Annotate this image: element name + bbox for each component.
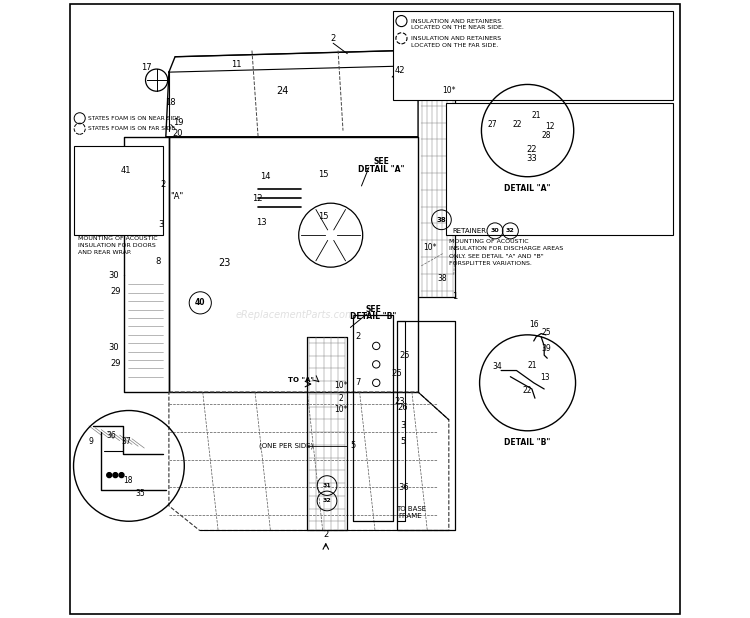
Text: 19: 19	[173, 118, 184, 127]
Text: 42: 42	[394, 66, 405, 75]
Circle shape	[113, 473, 118, 478]
Text: 5: 5	[400, 437, 406, 446]
Text: 2: 2	[323, 530, 328, 540]
Text: 35: 35	[135, 489, 145, 498]
Text: 2: 2	[160, 180, 165, 189]
Text: 5: 5	[350, 441, 355, 450]
Text: "A": "A"	[170, 192, 184, 201]
Text: STATES FOAM IS ON FAR SIDE: STATES FOAM IS ON FAR SIDE	[88, 126, 176, 131]
Text: 30: 30	[108, 271, 118, 280]
Text: 23: 23	[218, 258, 230, 268]
Text: INSULATION FOR DOORS: INSULATION FOR DOORS	[79, 243, 156, 248]
Text: 9: 9	[88, 437, 93, 446]
Text: 11: 11	[231, 61, 242, 69]
Text: DETAIL "B": DETAIL "B"	[350, 313, 396, 321]
Text: 37: 37	[121, 437, 130, 446]
Text: 25: 25	[542, 328, 550, 337]
Text: DETAIL "A": DETAIL "A"	[358, 165, 404, 174]
Text: 29: 29	[110, 358, 121, 368]
Text: SEE: SEE	[374, 157, 389, 166]
Text: 21: 21	[532, 111, 541, 120]
Text: 13: 13	[256, 218, 266, 227]
Text: 21: 21	[527, 361, 537, 370]
Text: TO "A": TO "A"	[288, 377, 314, 383]
Text: 28: 28	[542, 131, 550, 140]
Bar	[74, 146, 163, 235]
Text: 24: 24	[277, 86, 289, 96]
Text: 7: 7	[355, 378, 361, 387]
Text: 10*: 10*	[334, 405, 348, 414]
Circle shape	[119, 473, 124, 478]
Text: 2: 2	[339, 394, 344, 403]
Text: 34: 34	[492, 362, 502, 371]
Text: 41: 41	[121, 166, 131, 175]
Text: 22: 22	[523, 386, 532, 395]
Text: FRAME: FRAME	[399, 514, 422, 519]
Text: LOCATED ON THE FAR SIDE.: LOCATED ON THE FAR SIDE.	[411, 43, 498, 48]
Text: MOUNTING OF ACOUSTIC: MOUNTING OF ACOUSTIC	[448, 239, 529, 244]
Text: 23: 23	[394, 397, 405, 406]
Text: 3: 3	[158, 220, 164, 229]
Text: 1: 1	[452, 292, 458, 301]
Text: LOCATED ON THE NEAR SIDE.: LOCATED ON THE NEAR SIDE.	[411, 25, 503, 30]
Text: 18: 18	[123, 475, 133, 485]
Text: 2: 2	[356, 332, 361, 341]
Text: 20: 20	[173, 129, 184, 138]
Text: 22: 22	[526, 145, 537, 153]
Text: INSULATION FOR DISCHARGE AREAS: INSULATION FOR DISCHARGE AREAS	[448, 246, 563, 251]
Text: 30: 30	[108, 343, 118, 352]
Text: RETAINER: RETAINER	[452, 228, 486, 234]
Text: 16: 16	[529, 320, 538, 329]
Text: 31: 31	[322, 483, 332, 488]
Bar	[446, 103, 674, 235]
Text: 38: 38	[436, 217, 446, 223]
Text: 29: 29	[110, 287, 121, 296]
Circle shape	[106, 473, 112, 478]
Text: 40: 40	[195, 298, 206, 307]
Text: 36: 36	[106, 431, 116, 439]
Text: 12: 12	[545, 122, 555, 131]
Text: eReplacementParts.com: eReplacementParts.com	[236, 310, 355, 320]
Text: FORSPLITTER VARIATIONS.: FORSPLITTER VARIATIONS.	[448, 261, 532, 266]
Text: 36: 36	[398, 483, 409, 492]
Text: DETAIL "B": DETAIL "B"	[505, 438, 550, 447]
Text: 26: 26	[392, 369, 402, 378]
Text: SEE: SEE	[365, 305, 381, 313]
Text: AND REAR WRAP.: AND REAR WRAP.	[79, 250, 132, 255]
Text: 32: 32	[322, 499, 332, 504]
Text: 3: 3	[400, 421, 405, 430]
Bar	[394, 11, 674, 100]
Text: ONLY. SEE DETAIL "A" AND "B": ONLY. SEE DETAIL "A" AND "B"	[448, 253, 544, 258]
Text: 33: 33	[526, 154, 537, 163]
Text: 15: 15	[318, 212, 328, 221]
Text: 8: 8	[156, 256, 161, 266]
Text: 39: 39	[542, 344, 551, 353]
Text: 38: 38	[438, 274, 448, 283]
FancyBboxPatch shape	[70, 4, 680, 614]
Text: 18: 18	[166, 98, 176, 108]
Text: 13: 13	[541, 373, 550, 383]
Text: 14: 14	[260, 172, 271, 181]
Text: STATES FOAM IS ON NEAR SIDE: STATES FOAM IS ON NEAR SIDE	[88, 116, 181, 121]
Text: 32: 32	[506, 229, 515, 234]
Text: 26: 26	[398, 403, 408, 412]
Text: INSULATION AND RETAINERS: INSULATION AND RETAINERS	[411, 19, 501, 23]
Text: MOUNTING OF ACOUSTIC: MOUNTING OF ACOUSTIC	[79, 237, 158, 242]
Text: 15: 15	[318, 171, 328, 179]
Text: 17: 17	[141, 62, 152, 72]
Text: 25: 25	[399, 350, 410, 360]
Text: 10*: 10*	[442, 86, 455, 95]
Text: DETAIL "A": DETAIL "A"	[504, 184, 550, 193]
Text: (ONE PER SIDE): (ONE PER SIDE)	[259, 442, 313, 449]
Text: 12: 12	[252, 194, 262, 203]
Text: 27: 27	[487, 120, 496, 129]
Text: TO BASE: TO BASE	[395, 506, 426, 512]
Text: 10*: 10*	[424, 243, 437, 252]
Text: 10*: 10*	[334, 381, 348, 391]
Text: 22: 22	[513, 120, 523, 129]
Text: 30: 30	[490, 229, 500, 234]
Text: 2: 2	[331, 34, 336, 43]
Text: INSULATION AND RETAINERS: INSULATION AND RETAINERS	[411, 36, 501, 41]
